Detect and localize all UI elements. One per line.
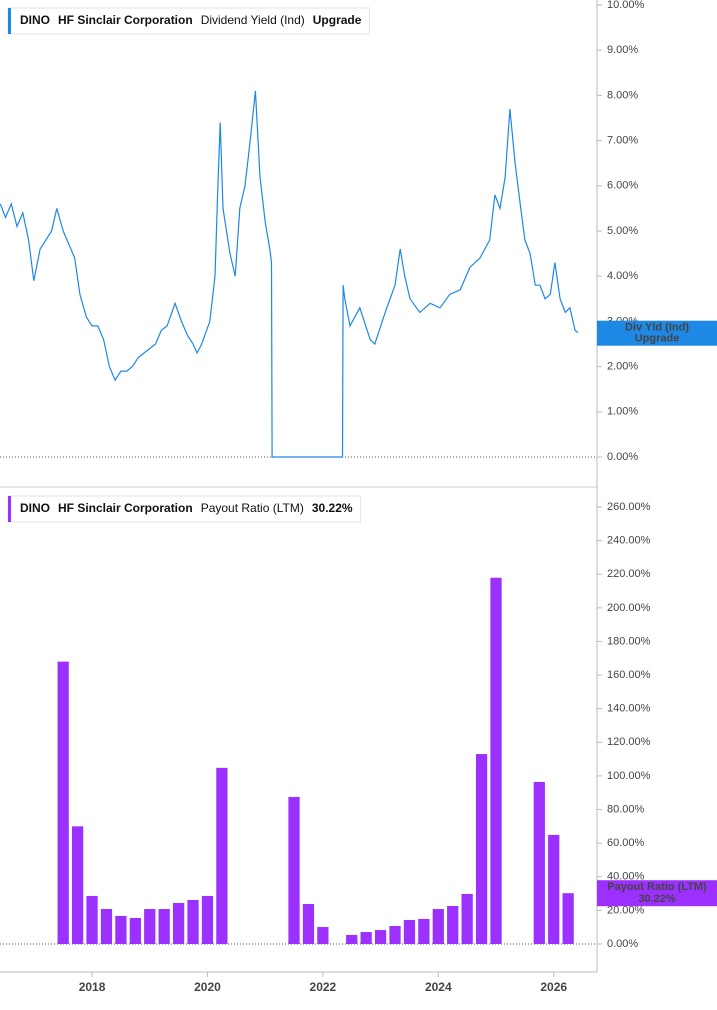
company-name: HF Sinclair Corporation — [58, 13, 193, 27]
y-tick-label: 40.00% — [607, 871, 645, 883]
y-tick-label: 80.00% — [607, 803, 645, 815]
y-tick-label: 5.00% — [607, 225, 638, 237]
bar — [374, 930, 387, 944]
ticker: DINO — [20, 501, 50, 515]
legend: DINO HF Sinclair Corporation Payout Ratio … — [7, 495, 362, 523]
bar — [475, 754, 488, 944]
bar — [490, 577, 502, 944]
y-tick-label: 10.00% — [607, 0, 645, 11]
bar — [432, 909, 444, 944]
y-tick-label: 20.00% — [607, 904, 645, 916]
x-tick-label: 2018 — [79, 980, 106, 994]
current-tag — [597, 320, 717, 346]
y-tick-label: 0.00% — [607, 938, 638, 950]
y-tick-label: 8.00% — [607, 89, 638, 101]
bar — [187, 899, 199, 944]
yield-line — [0, 90, 579, 458]
bar — [533, 781, 545, 944]
bar — [389, 926, 401, 944]
ticker: DINO — [20, 13, 50, 27]
bar — [129, 917, 141, 944]
last-value: 30.22% — [312, 501, 353, 515]
x-tick-label: 2022 — [310, 980, 337, 994]
y-tick-label: 220.00% — [607, 568, 651, 580]
y-tick-label: 140.00% — [607, 703, 651, 715]
bar — [302, 903, 315, 944]
current-tag — [597, 880, 717, 907]
bar — [562, 893, 574, 944]
bar — [57, 661, 69, 944]
y-tick-label: 180.00% — [607, 635, 651, 647]
bar — [158, 909, 170, 944]
y-tick-label: 60.00% — [607, 837, 645, 849]
legend-box — [7, 495, 362, 523]
bar — [288, 796, 300, 944]
y-tick-label: 1.00% — [607, 406, 638, 418]
bar — [317, 927, 329, 944]
bar — [71, 826, 84, 944]
current-tag-title: Payout Ratio (LTM) — [607, 881, 707, 893]
legend-swatch — [8, 496, 11, 522]
company-name: HF Sinclair Corporation — [58, 501, 193, 515]
bar — [360, 932, 372, 944]
bar — [461, 893, 473, 944]
y-tick-label: 2.00% — [607, 361, 638, 373]
legend: DINO HF Sinclair Corporation Dividend Yiel… — [7, 7, 370, 35]
bar — [548, 834, 560, 944]
bar — [216, 767, 228, 944]
legend-box — [7, 7, 370, 35]
y-tick-label: 6.00% — [607, 180, 638, 192]
current-tag-upgrade: Upgrade — [635, 333, 680, 345]
y-tick-label: 7.00% — [607, 135, 638, 147]
bar — [418, 918, 430, 944]
y-tick-label: 160.00% — [607, 669, 651, 681]
y-tick-label: 120.00% — [607, 736, 651, 748]
y-tick-label: 260.00% — [607, 501, 651, 513]
x-tick-label: 2026 — [540, 980, 567, 994]
y-tick-label: 100.00% — [607, 770, 651, 782]
series-name: Payout Ratio (LTM) — [201, 501, 304, 515]
x-tick-label: 2024 — [425, 980, 452, 994]
y-tick-label: 9.00% — [607, 44, 638, 56]
bar — [86, 895, 98, 944]
current-tag-value: 30.22% — [638, 893, 676, 905]
upgrade-link[interactable]: Upgrade — [313, 13, 362, 27]
y-tick-label: 0.00% — [607, 451, 638, 463]
y-tick-label: 200.00% — [607, 602, 651, 614]
bar — [403, 919, 416, 944]
bar — [346, 934, 358, 944]
y-tick-label: 240.00% — [607, 535, 651, 547]
bar — [144, 909, 156, 944]
bar — [100, 909, 113, 944]
y-tick-label: 4.00% — [607, 270, 638, 282]
legend-swatch — [8, 8, 11, 34]
bar — [172, 902, 185, 944]
current-tag-title: Div Yld (Ind) — [625, 322, 689, 334]
bar — [115, 915, 127, 944]
series-name: Dividend Yield (Ind) — [201, 13, 305, 27]
x-tick-label: 2020 — [194, 980, 221, 994]
bar — [447, 906, 459, 944]
bar — [201, 895, 214, 944]
